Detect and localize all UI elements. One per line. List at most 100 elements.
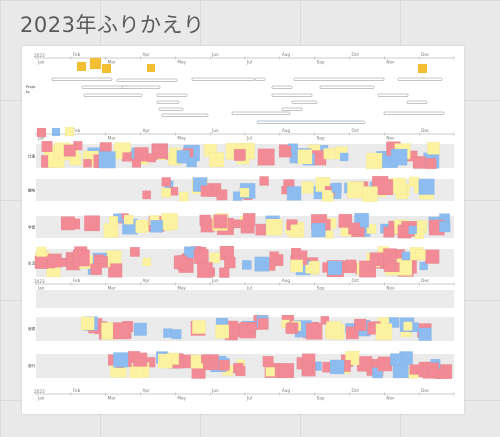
sticky-note	[51, 127, 61, 137]
sticky-note	[129, 246, 140, 257]
sticky-note	[414, 229, 425, 240]
project-bar	[293, 77, 385, 81]
project-bar	[161, 113, 209, 117]
lane-band	[36, 290, 454, 308]
sticky-note	[265, 218, 283, 236]
sticky-note	[178, 191, 189, 202]
sticky-note	[346, 181, 365, 199]
sticky-note	[224, 256, 236, 269]
project-bar	[158, 107, 184, 111]
month-label: Aug	[282, 128, 291, 133]
month-label: Dec	[421, 388, 430, 393]
project-bar	[319, 85, 375, 89]
sticky-note	[90, 263, 103, 276]
sticky-note	[372, 367, 383, 379]
sticky-note	[390, 148, 408, 166]
sticky-note	[200, 354, 211, 364]
project-bar	[83, 93, 143, 97]
year-label: 2023	[34, 279, 45, 284]
sticky-note	[191, 320, 206, 334]
sticky-note	[64, 126, 75, 137]
sticky-note	[242, 212, 256, 226]
sticky-note	[348, 222, 361, 235]
month-label: Feb	[73, 278, 81, 283]
sticky-note	[265, 367, 276, 377]
project-bar	[291, 100, 318, 104]
sticky-note	[218, 359, 230, 371]
sticky-note	[301, 181, 314, 194]
sticky-note	[157, 353, 173, 369]
sticky-note	[208, 152, 225, 168]
month-label: Aug	[282, 52, 291, 57]
month-label: Dec	[421, 52, 430, 57]
sticky-note	[239, 187, 250, 198]
sticky-note	[84, 215, 101, 232]
lane-label: 趣味	[28, 188, 36, 193]
sticky-note	[321, 189, 334, 202]
month-label: May	[177, 60, 186, 65]
sticky-note	[161, 177, 171, 187]
sticky-note	[388, 317, 400, 328]
lane-label: 読書	[28, 326, 36, 331]
sticky-note	[377, 356, 393, 372]
sticky-note	[285, 323, 296, 334]
sticky-note	[83, 158, 92, 168]
month-label: Oct	[352, 128, 360, 133]
sticky-note	[278, 362, 295, 379]
sticky-note	[408, 225, 417, 235]
sticky-note	[257, 318, 269, 329]
project-bar	[191, 77, 255, 81]
sticky-note	[401, 251, 411, 261]
month-label: Jul	[246, 60, 252, 65]
sticky-note	[327, 260, 343, 276]
sticky-note	[36, 127, 47, 138]
sticky-note	[329, 359, 345, 375]
month-label: Jan	[37, 136, 45, 141]
project-bar	[156, 100, 180, 104]
project-bar	[81, 85, 129, 89]
project-bar	[254, 77, 266, 81]
project-bar	[256, 120, 366, 124]
sticky-note	[133, 322, 147, 336]
sticky-note	[107, 263, 123, 278]
sticky-note	[417, 63, 428, 74]
sticky-note	[414, 249, 426, 261]
retrospective-board[interactable]: 2023 Feb Apr Jun Aug Oct Dec Jan Mar May Jul Sep Nov…	[22, 46, 464, 414]
sticky-note	[171, 329, 182, 340]
sticky-note	[72, 249, 90, 267]
sticky-note	[216, 189, 228, 201]
sticky-note	[377, 179, 394, 196]
sticky-note	[161, 213, 179, 231]
sticky-note	[257, 148, 275, 166]
sticky-note	[369, 252, 384, 267]
sticky-note	[383, 226, 395, 238]
sticky-note	[142, 190, 152, 200]
project-bar	[383, 111, 445, 115]
sticky-note	[425, 249, 440, 264]
sticky-note	[98, 151, 116, 169]
sticky-note	[290, 259, 304, 273]
sticky-note	[142, 257, 152, 267]
sticky-note	[344, 259, 357, 272]
sticky-note	[323, 147, 335, 160]
month-label: Apr	[143, 278, 151, 283]
sticky-note	[147, 153, 157, 163]
sticky-note	[326, 321, 342, 337]
sticky-note	[133, 352, 148, 367]
month-label: Dec	[421, 128, 430, 133]
month-label: Feb	[73, 128, 81, 133]
sticky-note	[320, 315, 330, 325]
project-bar	[271, 93, 313, 97]
lane-label: 旅行	[28, 363, 36, 368]
project-bar	[271, 85, 293, 89]
timeline-canvas[interactable]: 2023 Feb Apr Jun Aug Oct Dec Jan Mar May Jul Sep Nov…	[22, 46, 464, 414]
sticky-note	[269, 251, 279, 261]
sticky-note	[425, 157, 437, 170]
sticky-note	[196, 262, 213, 278]
month-label: Jun	[211, 278, 219, 283]
sticky-note	[131, 158, 142, 168]
month-label: Sep	[317, 136, 325, 141]
sticky-note	[41, 140, 53, 153]
sticky-note	[409, 364, 420, 375]
sticky-note	[163, 328, 173, 338]
